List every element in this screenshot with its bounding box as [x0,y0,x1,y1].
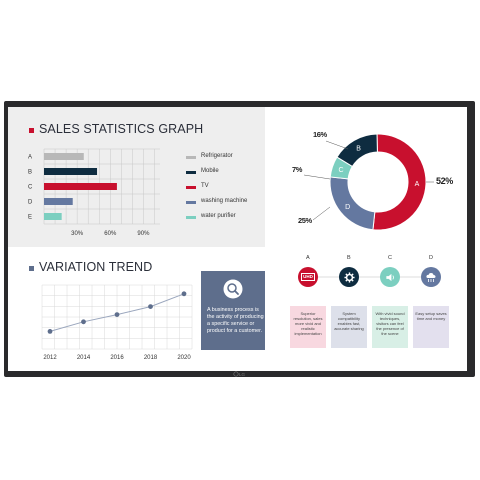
data-point [181,291,187,297]
bar [44,183,117,190]
feature-card: With vivid sound techniques, visitors ca… [372,306,408,348]
slice-percent-label: 52% [436,176,453,186]
bar [44,153,84,160]
leader-line [303,174,331,180]
display-screen: SALES STATISTICS GRAPH A B C D E 30% 60% 90% Re… [8,107,467,371]
category-label: B [28,170,32,176]
category-label: A [28,155,32,161]
uhd-icon: UHD [301,273,315,281]
donut-slice [329,176,376,231]
feature-description: Superior resolution, sales more vivid an… [293,311,323,336]
feature-letter: C [388,255,392,261]
features-connector [298,276,431,278]
feature-description: With vivid sound techniques, visitors ca… [375,311,405,336]
legend-swatch [186,201,196,204]
slice-letter: D [345,204,350,211]
lg-logo: LG [233,371,246,377]
legend-label: washing machine [201,198,248,204]
legend-label: water purifier [201,213,236,219]
trend-title-bullet [29,266,34,271]
x-tick-label: 2014 [77,355,91,361]
cloud-icon [421,267,441,287]
legend-swatch [186,216,196,219]
feature-card: Superior resolution, sales more vivid an… [290,306,326,348]
tick-label: 30% [71,231,84,237]
slice-letter: B [356,146,361,153]
donut-slice [372,133,427,231]
donut-slice [336,133,378,168]
x-tick-label: 2018 [144,355,158,361]
tick-label: 90% [137,231,150,237]
feature-icon-circle: UHD [298,267,318,287]
slice-percent-label: 16% [313,130,328,139]
slice-percent-label: 25% [298,216,313,225]
data-point [81,319,86,325]
feature-description: System compatibility enables fast, accur… [334,311,364,331]
feature-card: Easy setup saves time and money [413,306,449,348]
slice-letter: C [339,167,344,174]
info-box-text: A business process is the activity of pr… [207,307,264,334]
x-tick-label: 2012 [43,355,57,361]
category-label: E [28,215,32,221]
slice-letter: A [415,181,420,188]
bar [44,168,98,175]
category-label: C [28,185,33,191]
bar [44,198,73,205]
data-point [114,312,120,317]
bar [44,213,62,220]
leader-line [325,140,349,150]
feature-letter: B [347,255,351,261]
sales-panel [8,107,265,247]
legend-label: Refrigerator [201,153,233,159]
info-box: A business process is the activity of pr… [201,271,265,350]
speaker-icon [380,267,400,287]
feature-letter: D [429,255,433,261]
donut-chart: A D C B 52% 16% 7% 25% [292,130,454,231]
feature-icon-circle [339,267,359,287]
tick-label: 60% [104,231,117,237]
legend-label: Mobile [201,168,219,174]
search-icon [223,279,243,299]
feature-letter: A [306,255,310,261]
sales-title-bullet [29,128,34,133]
data-point [47,329,53,334]
category-label: D [28,200,33,206]
legend-swatch [186,186,196,189]
gear-icon [339,267,359,287]
legend-swatch [186,171,196,174]
x-tick-label: 2020 [177,355,191,361]
feature-icon-circle [380,267,400,287]
svg-text:LG: LG [239,372,246,377]
x-tick-label: 2016 [110,355,124,361]
trend-title: VARIATION TREND [39,260,153,274]
data-point [148,304,153,309]
trend-line-chart: 2012 2014 2016 2018 2020 [41,284,193,361]
leader-line [312,206,331,221]
feature-card: System compatibility enables fast, accur… [331,306,367,348]
slice-percent-label: 7% [292,165,303,174]
feature-icon-circle [421,267,441,287]
feature-description: Easy setup saves time and money [415,311,447,321]
legend-label: TV [201,183,209,189]
legend-swatch [186,156,196,159]
sales-bar-chart: A B C D E 30% 60% 90% [28,148,160,237]
sales-title: SALES STATISTICS GRAPH [39,122,204,136]
